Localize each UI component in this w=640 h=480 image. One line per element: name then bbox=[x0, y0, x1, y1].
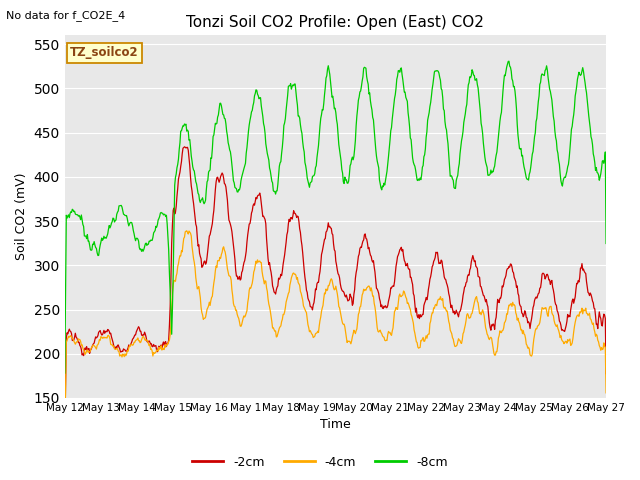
-2cm bbox=[182, 145, 190, 151]
-8cm bbox=[61, 370, 68, 376]
-4cm bbox=[183, 228, 191, 234]
-8cm bbox=[181, 122, 189, 128]
-8cm bbox=[71, 208, 79, 214]
-8cm bbox=[127, 220, 134, 226]
-8cm bbox=[210, 132, 218, 138]
-4cm bbox=[211, 276, 218, 281]
Line: -2cm: -2cm bbox=[65, 147, 606, 435]
X-axis label: Time: Time bbox=[320, 419, 351, 432]
Text: TZ_soilco2: TZ_soilco2 bbox=[70, 46, 139, 59]
-4cm bbox=[402, 294, 410, 300]
-2cm bbox=[402, 263, 410, 269]
-4cm bbox=[61, 437, 68, 443]
Text: No data for f_CO2E_4: No data for f_CO2E_4 bbox=[6, 10, 125, 21]
-2cm bbox=[127, 343, 134, 348]
-2cm bbox=[418, 313, 426, 319]
-2cm bbox=[211, 197, 218, 203]
Legend: -2cm, -4cm, -8cm: -2cm, -4cm, -8cm bbox=[187, 451, 453, 474]
-4cm bbox=[602, 390, 610, 396]
-2cm bbox=[602, 371, 610, 376]
-8cm bbox=[417, 177, 425, 182]
-4cm bbox=[71, 340, 79, 346]
Y-axis label: Soil CO2 (mV): Soil CO2 (mV) bbox=[15, 173, 28, 261]
-4cm bbox=[418, 338, 426, 344]
-8cm bbox=[401, 89, 409, 95]
-2cm bbox=[61, 432, 68, 438]
-2cm bbox=[71, 334, 79, 340]
-4cm bbox=[181, 229, 189, 235]
-8cm bbox=[602, 240, 610, 246]
Line: -8cm: -8cm bbox=[65, 61, 606, 373]
Line: -4cm: -4cm bbox=[65, 231, 606, 440]
Title: Tonzi Soil CO2 Profile: Open (East) CO2: Tonzi Soil CO2 Profile: Open (East) CO2 bbox=[186, 15, 484, 30]
-2cm bbox=[180, 144, 188, 150]
-8cm bbox=[505, 59, 513, 64]
-4cm bbox=[127, 343, 134, 349]
